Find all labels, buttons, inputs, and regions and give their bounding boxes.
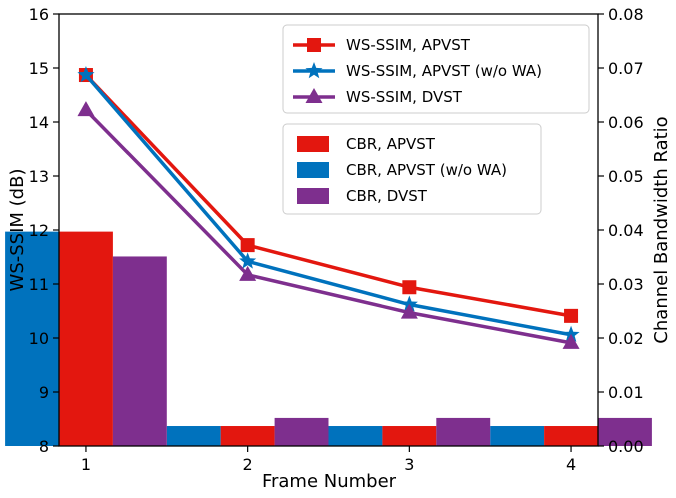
legend-bar-label: CBR, APVST xyxy=(346,135,436,153)
legend-lines: WS-SSIM, APVST WS-SSIM, APVST (w/o WA) WS-… xyxy=(282,24,590,114)
left-tick-label: 10 xyxy=(29,329,49,348)
right-tick-label: 0.05 xyxy=(608,167,644,186)
x-tick-label: 4 xyxy=(566,455,576,474)
series-line xyxy=(84,108,572,345)
marker-square xyxy=(307,38,321,52)
bar xyxy=(274,417,329,446)
right-tick-label: 0.04 xyxy=(608,221,644,240)
bar xyxy=(328,426,383,446)
legend-bar-swatch xyxy=(297,136,329,152)
right-tick-label: 0.02 xyxy=(608,329,644,348)
legend-bar-swatch xyxy=(297,162,329,178)
right-tick-label: 0.06 xyxy=(608,113,644,132)
bar xyxy=(382,426,437,446)
left-tick-label: 15 xyxy=(29,59,49,78)
right-tick-label: 0.00 xyxy=(608,437,644,456)
marker-square xyxy=(402,280,417,295)
legend-bars: CBR, APVST CBR, APVST (w/o WA) CBR, DVST xyxy=(282,123,542,215)
left-tick-label: 11 xyxy=(29,275,49,294)
bars-layer xyxy=(5,231,652,446)
left-tick-label: 12 xyxy=(29,221,49,240)
legend-bar-swatch xyxy=(297,188,329,204)
marker-triangle xyxy=(305,88,323,103)
x-tick-label: 1 xyxy=(81,455,91,474)
bar xyxy=(59,231,113,446)
bar xyxy=(544,426,598,446)
bar xyxy=(5,231,60,446)
right-tick-label: 0.07 xyxy=(608,59,644,78)
left-tick-label: 14 xyxy=(29,113,49,132)
left-tick-label: 13 xyxy=(29,167,49,186)
legend-line-label: WS-SSIM, APVST (w/o WA) xyxy=(346,62,542,80)
right-axis: 0.00 0.01 0.02 0.03 0.04 0.05 0.06 0.07 0.08 xyxy=(598,5,644,456)
right-tick-label: 0.03 xyxy=(608,275,644,294)
x-tick-label: 3 xyxy=(404,455,414,474)
x-axis: 1 2 3 4 xyxy=(81,446,576,474)
bar xyxy=(166,426,221,446)
x-tick-label: 2 xyxy=(243,455,253,474)
legend-bars-box xyxy=(282,123,542,215)
left-tick-label: 9 xyxy=(39,383,49,402)
left-tick-label: 8 xyxy=(39,437,49,456)
marker-star xyxy=(239,252,257,269)
right-axis-label: Channel Bandwidth Ratio xyxy=(651,116,672,343)
marker-triangle xyxy=(77,101,95,117)
left-axis: 8 9 10 11 12 13 14 15 16 xyxy=(29,5,59,456)
bar xyxy=(598,417,652,446)
marker-star xyxy=(77,66,95,83)
series-line xyxy=(84,73,572,337)
legend-bar-label: CBR, APVST (w/o WA) xyxy=(346,161,507,179)
right-tick-label: 0.08 xyxy=(608,5,644,24)
marker-square xyxy=(240,238,255,253)
bar xyxy=(112,256,167,446)
legend-bar-label: CBR, DVST xyxy=(346,187,428,205)
lines-layer xyxy=(77,66,580,349)
legend-line-label: WS-SSIM, APVST xyxy=(346,36,471,54)
right-tick-label: 0.01 xyxy=(608,383,644,402)
marker-square xyxy=(564,308,579,323)
marker-triangle xyxy=(400,303,418,319)
series-line xyxy=(84,73,572,318)
x-axis-label: Frame Number xyxy=(262,471,397,492)
bar xyxy=(490,426,545,446)
left-axis-label: WS-SSIM (dB) xyxy=(7,169,28,292)
left-tick-label: 16 xyxy=(29,5,49,24)
legend-line-label: WS-SSIM, DVST xyxy=(346,88,463,106)
marker-triangle xyxy=(562,333,580,349)
marker-triangle xyxy=(239,265,257,281)
bar xyxy=(220,426,275,446)
bar xyxy=(436,417,491,446)
legend-lines-box xyxy=(282,24,590,114)
marker-star xyxy=(305,62,323,79)
